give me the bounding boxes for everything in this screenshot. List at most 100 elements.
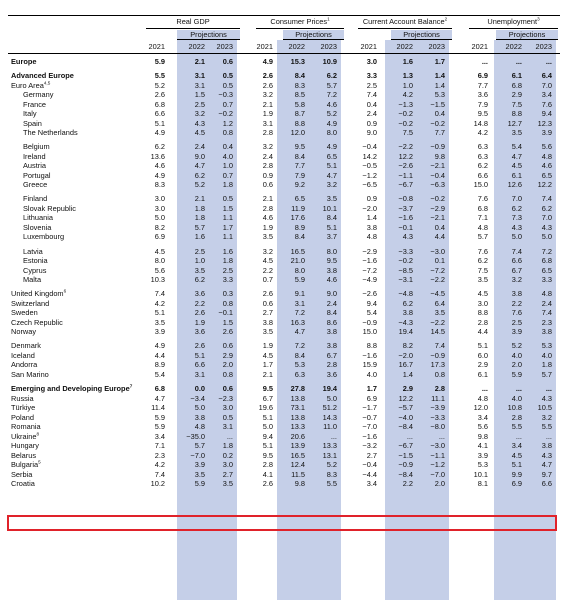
row-label-text: Russia [11,393,34,403]
row-label-text: Slovak Republic [23,203,76,213]
row-label-text: Euro Area [11,80,44,90]
row-label-text: Poland [11,412,35,422]
table-cell: −1.1 [430,450,445,460]
table-cell: 2.5 [511,317,522,327]
table-cell: 0.4 [434,222,445,232]
table-cell: 5.4 [511,142,522,152]
row-label-text: The Netherlands [23,128,78,138]
table-cell: 3.8 [366,222,377,232]
table-cell: 3.3 [541,275,552,285]
table-cell: 7.0 [541,80,552,90]
table-cell: 2.3 [541,317,552,327]
table-cell: 3.1 [194,71,205,81]
table-cell: 17.6 [290,213,305,223]
table-cell: −0.4 [362,142,377,152]
row-label: Serbia [11,470,32,479]
table-cell: 8.4 [294,71,305,81]
table-cell: 6.2 [194,170,205,180]
year-header: 2022 [505,42,522,51]
table-cell: −0.2 [430,194,445,204]
row-label-text: Norway [11,327,37,337]
table-cell: −1.3 [398,99,413,109]
table-cell: 10.5 [537,403,552,413]
table-cell: 3.0 [154,203,165,213]
table-cell: 14.5 [430,327,445,337]
table-cell: 2.8 [477,317,488,327]
table-cell: 2.9 [511,90,522,100]
table-cell: 4.7 [326,170,337,180]
table-cell: ... [545,57,552,66]
table-cell: 3.8 [194,412,205,422]
table-cell: 4.8 [541,151,552,161]
table-cell: 2.6 [194,341,205,351]
year-header: 2022 [288,42,305,51]
table-cell: 4.2 [154,298,165,308]
table-cell: 1.7 [366,384,377,394]
table-cell: 0.5 [222,194,233,204]
table-cell: 3.8 [402,308,413,318]
table-cell: 2.6 [154,90,165,100]
table-cell: 6.2 [194,275,205,285]
row-label: Romania [11,422,41,431]
table-cell: 4.6 [326,275,337,285]
table-cell: 2.1 [194,194,205,204]
row-label-text: Germany [23,90,54,100]
row-label-text: Emerging and Developing Europe [11,384,130,394]
table-cell: 4.4 [477,327,488,337]
table-cell: 1.1 [222,213,233,223]
table-cell: 4.9 [154,128,165,138]
year-header: 2023 [320,42,337,51]
table-cell: 4.2 [154,460,165,470]
table-cell: 2.9 [222,350,233,360]
row-label: Spain [23,119,42,128]
footnote-marker: 6 [63,288,67,294]
footnote-marker: 4,5 [43,80,51,86]
table-cell: 2.8 [434,384,445,394]
table-cell: 1.7 [434,57,445,66]
table-cell: 0.2 [222,450,233,460]
table-cell: 0.5 [222,80,233,90]
table-cell: 4.7 [154,393,165,403]
table-cell: −2.9 [362,246,377,256]
table-cell: 2.5 [194,246,205,256]
table-cell: 10.8 [507,403,522,413]
table-cell: 1.5 [222,203,233,213]
row-label-text: Denmark [11,341,41,351]
table-cell: −8.4 [398,422,413,432]
table-cell: 12.2 [398,151,413,161]
table-cell: −2.9 [430,203,445,213]
table-cell: ... [481,57,488,66]
table-cell: 5.7 [194,222,205,232]
table-cell: 7.7 [434,128,445,138]
projection-band [385,40,417,600]
table-cell: 4.9 [154,170,165,180]
table-cell: 4.0 [511,350,522,360]
table-cell: 8.8 [477,308,488,318]
table-cell: 11.1 [431,393,445,403]
table-cell: 20.6 [290,431,305,441]
table-cell: 2.2 [194,298,205,308]
projections-header-band [496,30,558,39]
table-cell: −0.9 [430,350,445,360]
table-cell: ... [438,431,445,441]
table-cell: −5.7 [398,403,413,413]
row-label: Greece [23,180,47,189]
table-cell: 7.6 [511,308,522,318]
projection-band [277,40,309,600]
row-label-text: Finland [23,194,48,204]
table-cell: 2.4 [262,151,273,161]
row-label: Germany [23,90,53,99]
table-cell: 1.8 [541,360,552,370]
table-cell: 3.5 [262,232,273,242]
column-group-cpi: Consumer Prices1 [256,17,344,26]
row-label-text: Switzerland [11,298,50,308]
table-cell: 8.3 [326,469,337,479]
row-label-text: Serbia [11,469,33,479]
table-cell: 9.8 [477,431,488,441]
row-label-text: Malta [23,275,42,285]
table-cell: 7.5 [511,99,522,109]
row-label-text: Hungary [11,441,39,451]
table-cell: 6.4 [541,71,552,81]
table-cell: ... [515,57,522,66]
table-cell: 1.8 [194,203,205,213]
